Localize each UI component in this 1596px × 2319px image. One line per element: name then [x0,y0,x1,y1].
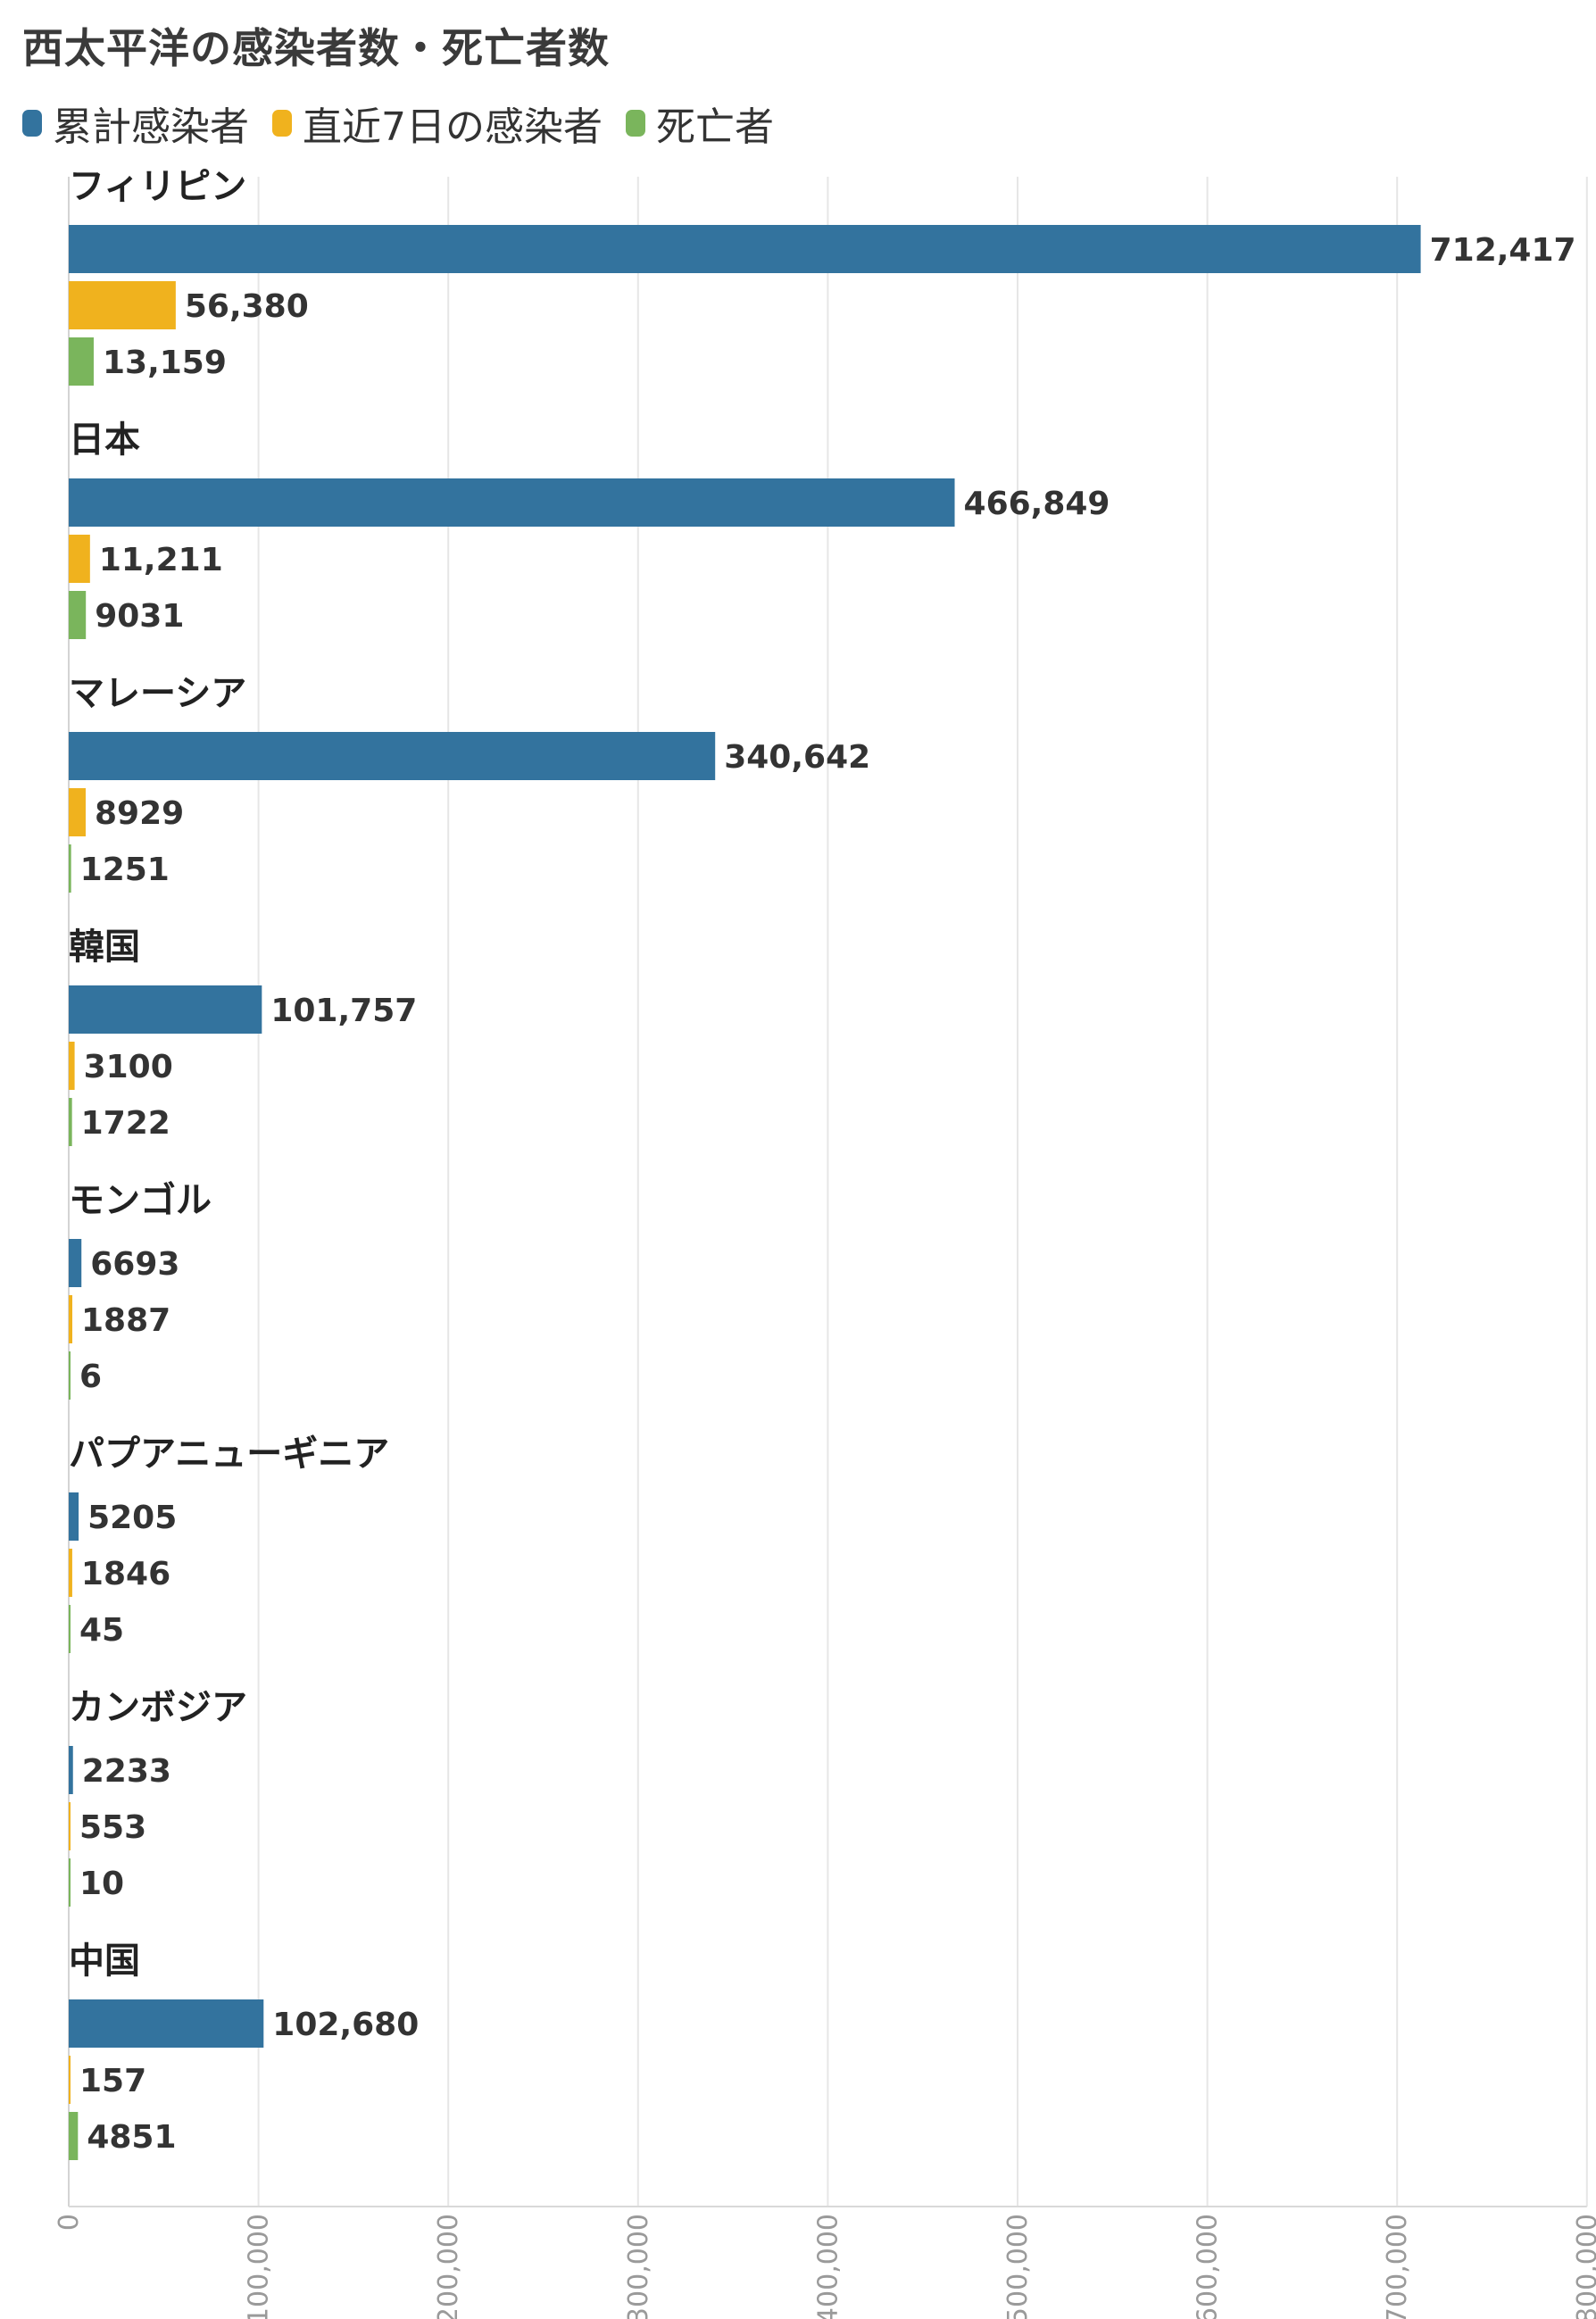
legend-label-0: 累計感染者 [53,104,249,150]
bars [69,225,1421,2160]
value-label-3-2: 1722 [81,1105,170,1142]
category-label-1: 日本 [69,420,140,461]
bar-0-2 [69,337,94,386]
value-label-7-1: 157 [79,2063,146,2099]
value-label-5-1: 1846 [81,1556,170,1592]
x-tick-label-1: 100,000 [244,2214,275,2319]
x-tick-label-7: 700,000 [1382,2214,1413,2319]
value-label-6-1: 553 [79,1809,146,1846]
value-label-2-0: 340,642 [724,739,870,776]
value-label-3-1: 3100 [84,1049,173,1085]
category-label-3: 韓国 [69,927,140,968]
value-label-5-2: 45 [79,1612,124,1649]
bar-6-0 [69,1746,73,1794]
bar-2-2 [69,844,71,893]
legend-swatch-1 [272,110,292,137]
legend-label-1: 直近7日の感染者 [303,104,603,150]
legend-item-1: 直近7日の感染者 [272,95,603,152]
x-tick-label-0: 0 [54,2214,85,2231]
bar-1-0 [69,478,955,527]
category-label-4: モンゴル [69,1180,212,1221]
value-label-6-0: 2233 [82,1753,171,1790]
value-label-0-2: 13,159 [103,345,227,381]
value-label-1-0: 466,849 [964,486,1110,522]
legend: 累計感染者 直近7日の感染者 死亡者 [22,96,797,150]
value-label-1-1: 11,211 [99,542,223,578]
x-tick-label-8: 800,000 [1572,2214,1596,2319]
category-label-7: 中国 [69,1941,140,1982]
value-label-7-2: 4851 [87,2119,176,2156]
bar-7-0 [69,1999,264,2048]
value-label-7-0: 102,680 [272,2007,419,2043]
bar-3-2 [69,1098,72,1146]
bar-1-1 [69,535,90,583]
value-label-0-1: 56,380 [185,288,309,325]
category-label-6: カンボジア [69,1687,247,1728]
bar-5-1 [69,1549,72,1597]
bar-0-1 [69,281,176,329]
bar-5-0 [69,1492,79,1541]
bar-3-1 [69,1042,75,1090]
value-label-1-2: 9031 [95,598,184,635]
bar-6-1 [69,1802,71,1850]
x-tick-label-5: 500,000 [1002,2214,1034,2319]
x-axis-ticks: 0 100,000 200,000 300,000 400,000 500,000 600,… [54,2214,1596,2319]
value-label-4-1: 1887 [81,1302,170,1339]
value-label-2-2: 1251 [80,852,170,888]
x-tick-label-6: 600,000 [1193,2214,1224,2319]
value-label-4-0: 6693 [90,1246,179,1283]
bar-7-2 [69,2112,79,2160]
legend-item-0: 累計感染者 [22,95,249,152]
bar-0-0 [69,225,1421,273]
legend-label-2: 死亡者 [656,104,774,150]
bar-3-0 [69,985,262,1034]
bar-6-2 [69,1858,71,1907]
value-label-2-1: 8929 [95,795,184,832]
bar-4-1 [69,1295,73,1343]
bar-4-2 [69,1351,71,1400]
legend-swatch-0 [22,110,42,137]
x-tick-label-2: 200,000 [433,2214,464,2319]
bar-2-0 [69,732,716,780]
category-label-2: マレーシア [69,673,246,714]
value-label-4-2: 6 [79,1359,102,1395]
bar-4-0 [69,1239,82,1287]
labels: フィリピン 712,417 56,380 13,159 日本 466,849 11,211 9… [69,166,1576,2156]
legend-swatch-2 [626,110,645,137]
bar-7-1 [69,2056,71,2104]
bar-5-2 [69,1605,71,1653]
chart-title: 西太平洋の感染者数・死亡者数 [22,24,610,72]
value-label-3-0: 101,757 [270,993,417,1029]
legend-item-2: 死亡者 [626,95,774,152]
value-label-5-0: 5205 [87,1500,177,1536]
value-label-6-2: 10 [79,1866,124,1902]
bar-1-2 [69,591,87,639]
x-tick-label-4: 400,000 [812,2214,844,2319]
category-label-0: フィリピン [69,166,246,207]
bar-2-1 [69,788,86,836]
value-label-0-0: 712,417 [1430,232,1576,269]
category-label-5: パプアニューギニア [69,1434,389,1475]
x-tick-label-3: 300,000 [623,2214,654,2319]
